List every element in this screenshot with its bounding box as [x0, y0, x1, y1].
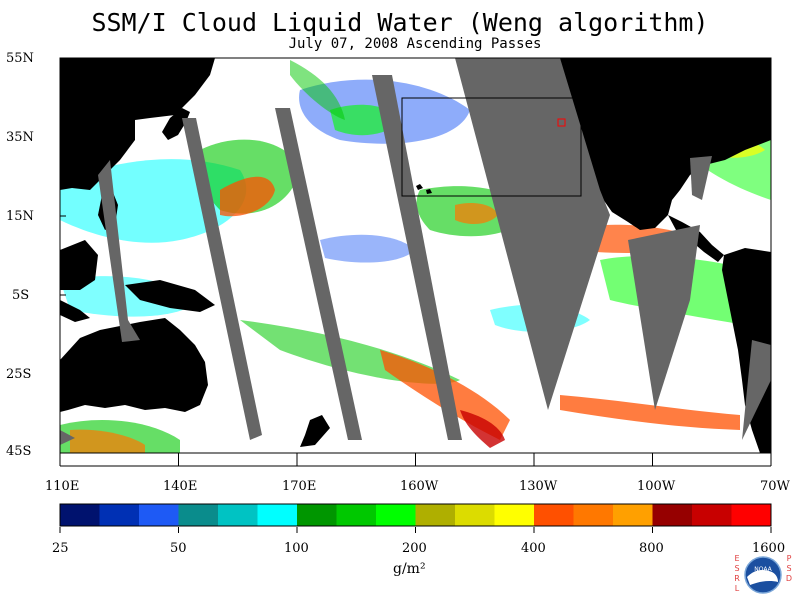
colorbar-border — [59, 503, 772, 527]
hawaii-islands — [416, 184, 432, 194]
colorbar-label-800: 800 — [639, 541, 664, 556]
lat-label-25s: 25S — [6, 367, 32, 382]
colorbar-swatch-2 — [139, 504, 179, 526]
lon-label-100w: 100W — [637, 479, 676, 494]
region-box — [401, 97, 582, 197]
colorbar-ticks — [59, 527, 772, 533]
lat-label-55n: 55N — [6, 51, 34, 66]
noaa-logo-text: NOAA — [754, 566, 772, 573]
colorbar-label-25: 25 — [52, 541, 69, 556]
colorbar-swatch-12 — [534, 504, 574, 526]
logo-right-letters: PSD — [786, 554, 792, 583]
borneo-island — [60, 240, 98, 290]
colorbar-swatch-6 — [297, 504, 337, 526]
lat-label-45s: 45S — [6, 444, 32, 459]
colorbar-label-200: 200 — [402, 541, 427, 556]
logo-right-letter: D — [786, 574, 792, 583]
logo-left-letter: E — [734, 554, 739, 563]
colorbar-label-50: 50 — [170, 541, 187, 556]
lon-ticks — [59, 453, 772, 467]
logo-left-letter: S — [734, 564, 739, 573]
colorbar-swatch-7 — [336, 504, 377, 526]
colorbar-swatch-8 — [376, 504, 416, 526]
lat-label-15n: 15N — [6, 209, 34, 224]
station-marker — [557, 118, 566, 127]
chart-title: SSM/I Cloud Liquid Water (Weng algorithm… — [91, 8, 709, 37]
colorbar-swatch-4 — [218, 504, 258, 526]
lon-label-130w: 130W — [519, 479, 558, 494]
colorbar-swatch-3 — [178, 504, 219, 526]
lat-label-5s: 5S — [12, 288, 30, 303]
colorbar-swatch-9 — [415, 504, 456, 526]
lon-label-70w: 70W — [760, 479, 790, 494]
sumatra-island — [60, 300, 90, 322]
lat-ticks — [60, 57, 66, 454]
colorbar-swatch-15 — [652, 504, 693, 526]
logo-left-letter: L — [735, 584, 740, 593]
colorbar-units: g/m² — [393, 561, 426, 577]
australia-landmass — [60, 318, 208, 412]
lon-label-110e: 110E — [45, 479, 80, 494]
colorbar-swatch-5 — [257, 504, 298, 526]
lon-label-160w: 160W — [400, 479, 439, 494]
japan-island — [162, 108, 190, 140]
colorbar-swatch-13 — [573, 504, 614, 526]
lat-label-35n: 35N — [6, 130, 34, 145]
logo-right-letter: P — [787, 554, 792, 563]
colorbar-swatch-17 — [731, 504, 772, 526]
noaa-logo-bird — [747, 569, 778, 585]
asia-landmass — [60, 58, 215, 190]
colorbar-label-400: 400 — [521, 541, 546, 556]
logo-right-letter: S — [786, 564, 791, 573]
colorbar-swatch-11 — [494, 504, 535, 526]
colorbar-label-100: 100 — [284, 541, 309, 556]
logo-left-letter: R — [734, 574, 740, 583]
colorbar-label-1600: 1600 — [752, 541, 786, 556]
colorbar — [59, 503, 772, 527]
colorbar-swatch-0 — [60, 504, 100, 526]
lon-label-140e: 140E — [163, 479, 198, 494]
colorbar-swatch-14 — [613, 504, 653, 526]
swath-gaps — [60, 58, 771, 445]
colorbar-swatch-10 — [455, 504, 495, 526]
north-america-landmass — [560, 58, 771, 230]
map-panel — [60, 58, 771, 453]
colorbar-swatch-1 — [99, 504, 140, 526]
new-guinea-island — [125, 280, 215, 312]
new-zealand-island — [300, 415, 330, 447]
colorbar-swatch-16 — [692, 504, 732, 526]
lon-label-170e: 170E — [282, 479, 317, 494]
chart-subtitle: July 07, 2008 Ascending Passes — [288, 36, 542, 52]
